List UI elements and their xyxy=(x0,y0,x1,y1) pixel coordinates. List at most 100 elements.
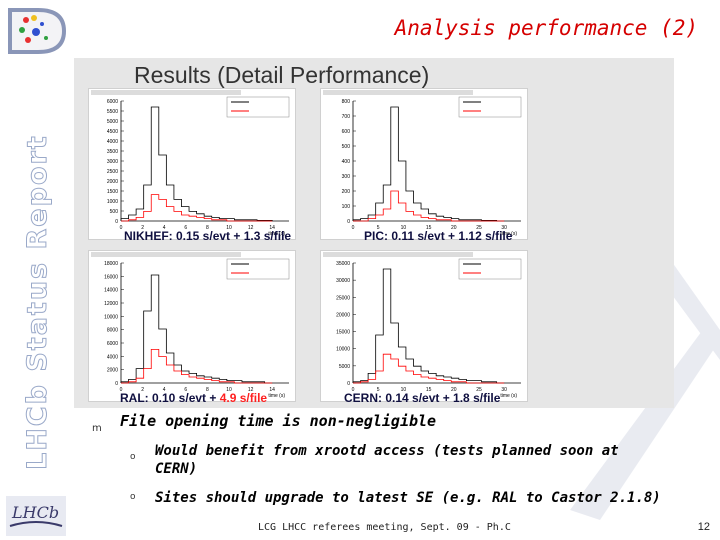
y-tick-label: 10000 xyxy=(104,314,118,320)
y-tick-label: 0 xyxy=(347,381,350,387)
page-number: 12 xyxy=(697,521,710,533)
x-tick-label: 14 xyxy=(269,387,275,393)
sub-bullet-2: Sites should upgrade to latest SE (e.g. … xyxy=(155,490,661,506)
histogram-series-black xyxy=(120,106,273,221)
y-tick-label: 14000 xyxy=(104,288,118,294)
y-tick-label: 300 xyxy=(342,174,351,180)
x-tick-label: 6 xyxy=(184,225,187,231)
y-tick-label: 2000 xyxy=(107,179,118,185)
x-tick-label: 12 xyxy=(248,387,254,393)
x-tick-label: 4 xyxy=(163,387,166,393)
y-tick-label: 100 xyxy=(342,204,351,210)
y-tick-label: 0 xyxy=(347,219,350,225)
caption-pic: PIC: 0.11 s/evt + 1.12 s/file xyxy=(364,229,513,243)
legend-box xyxy=(458,258,522,280)
y-tick-label: 0 xyxy=(115,381,118,387)
x-tick-label: 0 xyxy=(352,225,355,231)
y-tick-label: 3000 xyxy=(107,159,118,165)
y-tick-label: 0 xyxy=(115,219,118,225)
y-tick-label: 800 xyxy=(342,99,351,105)
y-tick-label: 500 xyxy=(110,209,119,215)
histogram-ral: 18000 16000 14000 12000 10000 8000 6000 4000 200… xyxy=(88,250,296,402)
lhcb-d-logo xyxy=(8,8,67,54)
x-tick-label: 8 xyxy=(206,387,209,393)
y-tick-label: 25000 xyxy=(336,295,350,301)
x-tick-label: 10 xyxy=(226,225,232,231)
sub-bullet-1: Would benefit from xrootd access (tests … xyxy=(155,442,619,478)
x-tick-label: 6 xyxy=(184,387,187,393)
x-tick-label: 14 xyxy=(269,225,275,231)
sub-bullet-marker-2: o xyxy=(130,492,136,502)
y-tick-label: 16000 xyxy=(104,274,118,280)
side-title: LHCb Status Report xyxy=(22,134,54,471)
y-tick-label: 6000 xyxy=(107,99,118,105)
y-tick-label: 2500 xyxy=(107,169,118,175)
histogram-cern: 35000 30000 25000 20000 15000 10000 5000 0 0 5 10 1… xyxy=(320,250,528,402)
y-tick-label: 18000 xyxy=(104,261,118,267)
x-tick-label: 10 xyxy=(226,387,232,393)
caption-ral: RAL: 0.10 s/evt + 4.9 s/file xyxy=(120,391,268,405)
x-tick-label: 15 xyxy=(426,225,432,231)
histogram-series-black xyxy=(352,268,505,384)
histogram-svg: 800 700 600 500 400 300 200 100 00 5 10 15 20 25 30tim… xyxy=(323,90,522,237)
histogram-svg: 6000550050004500400035003000250020001500… xyxy=(91,90,290,237)
histogram-series-red xyxy=(121,349,273,384)
y-tick-label: 3500 xyxy=(107,149,118,155)
y-tick-label: 1500 xyxy=(107,189,118,195)
histogram-header xyxy=(91,252,241,257)
x-tick-label: 0 xyxy=(352,387,355,393)
slide-title: Analysis performance (2) xyxy=(394,16,698,40)
histogram-series-red xyxy=(121,194,273,222)
x-tick-label: 8 xyxy=(206,225,209,231)
y-tick-label: 400 xyxy=(342,159,351,165)
legend-box xyxy=(226,96,290,118)
histogram-series-red xyxy=(353,190,505,222)
y-tick-label: 6000 xyxy=(107,341,118,347)
y-tick-label: 4500 xyxy=(107,129,118,135)
histogram-header xyxy=(91,90,241,95)
y-tick-label: 4000 xyxy=(107,354,118,360)
x-tick-label: 0 xyxy=(120,225,123,231)
sub-bullet-marker-1: o xyxy=(130,452,136,462)
x-tick-label: 30 xyxy=(501,387,507,393)
y-tick-label: 10000 xyxy=(336,347,350,353)
x-tick-label: 20 xyxy=(451,387,457,393)
histogram-header xyxy=(323,252,473,257)
x-tick-label: 10 xyxy=(401,225,407,231)
y-tick-label: 200 xyxy=(342,189,351,195)
caption-cern: CERN: 0.14 s/evt + 1.8 s/file xyxy=(344,391,501,405)
sub-bullet-1-line-2: CERN) xyxy=(155,461,198,477)
legend-box xyxy=(226,258,290,280)
x-tick-label: 2 xyxy=(141,387,144,393)
y-tick-label: 35000 xyxy=(336,261,350,267)
legend-box xyxy=(458,96,522,118)
histogram-header xyxy=(323,90,473,95)
histogram-nikhef: 6000 5500 5000 4500 4000 3500 3000 2500 2000 1500… xyxy=(88,88,296,240)
x-unit-label: time (s) xyxy=(268,393,285,399)
histogram-series-black xyxy=(120,274,273,384)
y-tick-label: 5000 xyxy=(339,364,350,370)
results-title: Results (Detail Performance) xyxy=(134,62,430,88)
bullet-marker: m xyxy=(92,423,102,434)
caption-ral-highlight: 4.9 s/file xyxy=(219,391,268,405)
y-tick-label: 20000 xyxy=(336,312,350,318)
y-tick-label: 5000 xyxy=(107,119,118,125)
sub-bullet-1-line-1: Would benefit from xrootd access (tests … xyxy=(155,443,619,459)
y-tick-label: 1000 xyxy=(107,199,118,205)
x-tick-label: 5 xyxy=(377,225,380,231)
x-tick-label: 25 xyxy=(476,225,482,231)
x-tick-label: 12 xyxy=(248,225,254,231)
caption-nikhef: NIKHEF: 0.15 s/evt + 1.3 s/file xyxy=(124,229,292,243)
x-tick-label: 4 xyxy=(163,225,166,231)
x-unit-label: time (s) xyxy=(268,231,285,237)
histogram-svg: 1800016000140001200010000800060004000200… xyxy=(91,252,290,399)
lhcb-logo: LHCb xyxy=(6,496,66,536)
x-tick-label: 20 xyxy=(451,225,457,231)
histogram-series-red xyxy=(353,353,505,384)
y-tick-label: 600 xyxy=(342,129,351,135)
histogram-pic: 800 700 600 500 400 300 200 100 0 0 5 10 15 20 25 30 tim… xyxy=(320,88,528,240)
x-unit-label: time (s) xyxy=(500,231,517,237)
x-tick-label: 30 xyxy=(501,225,507,231)
x-tick-label: 0 xyxy=(120,387,123,393)
y-tick-label: 700 xyxy=(342,114,351,120)
